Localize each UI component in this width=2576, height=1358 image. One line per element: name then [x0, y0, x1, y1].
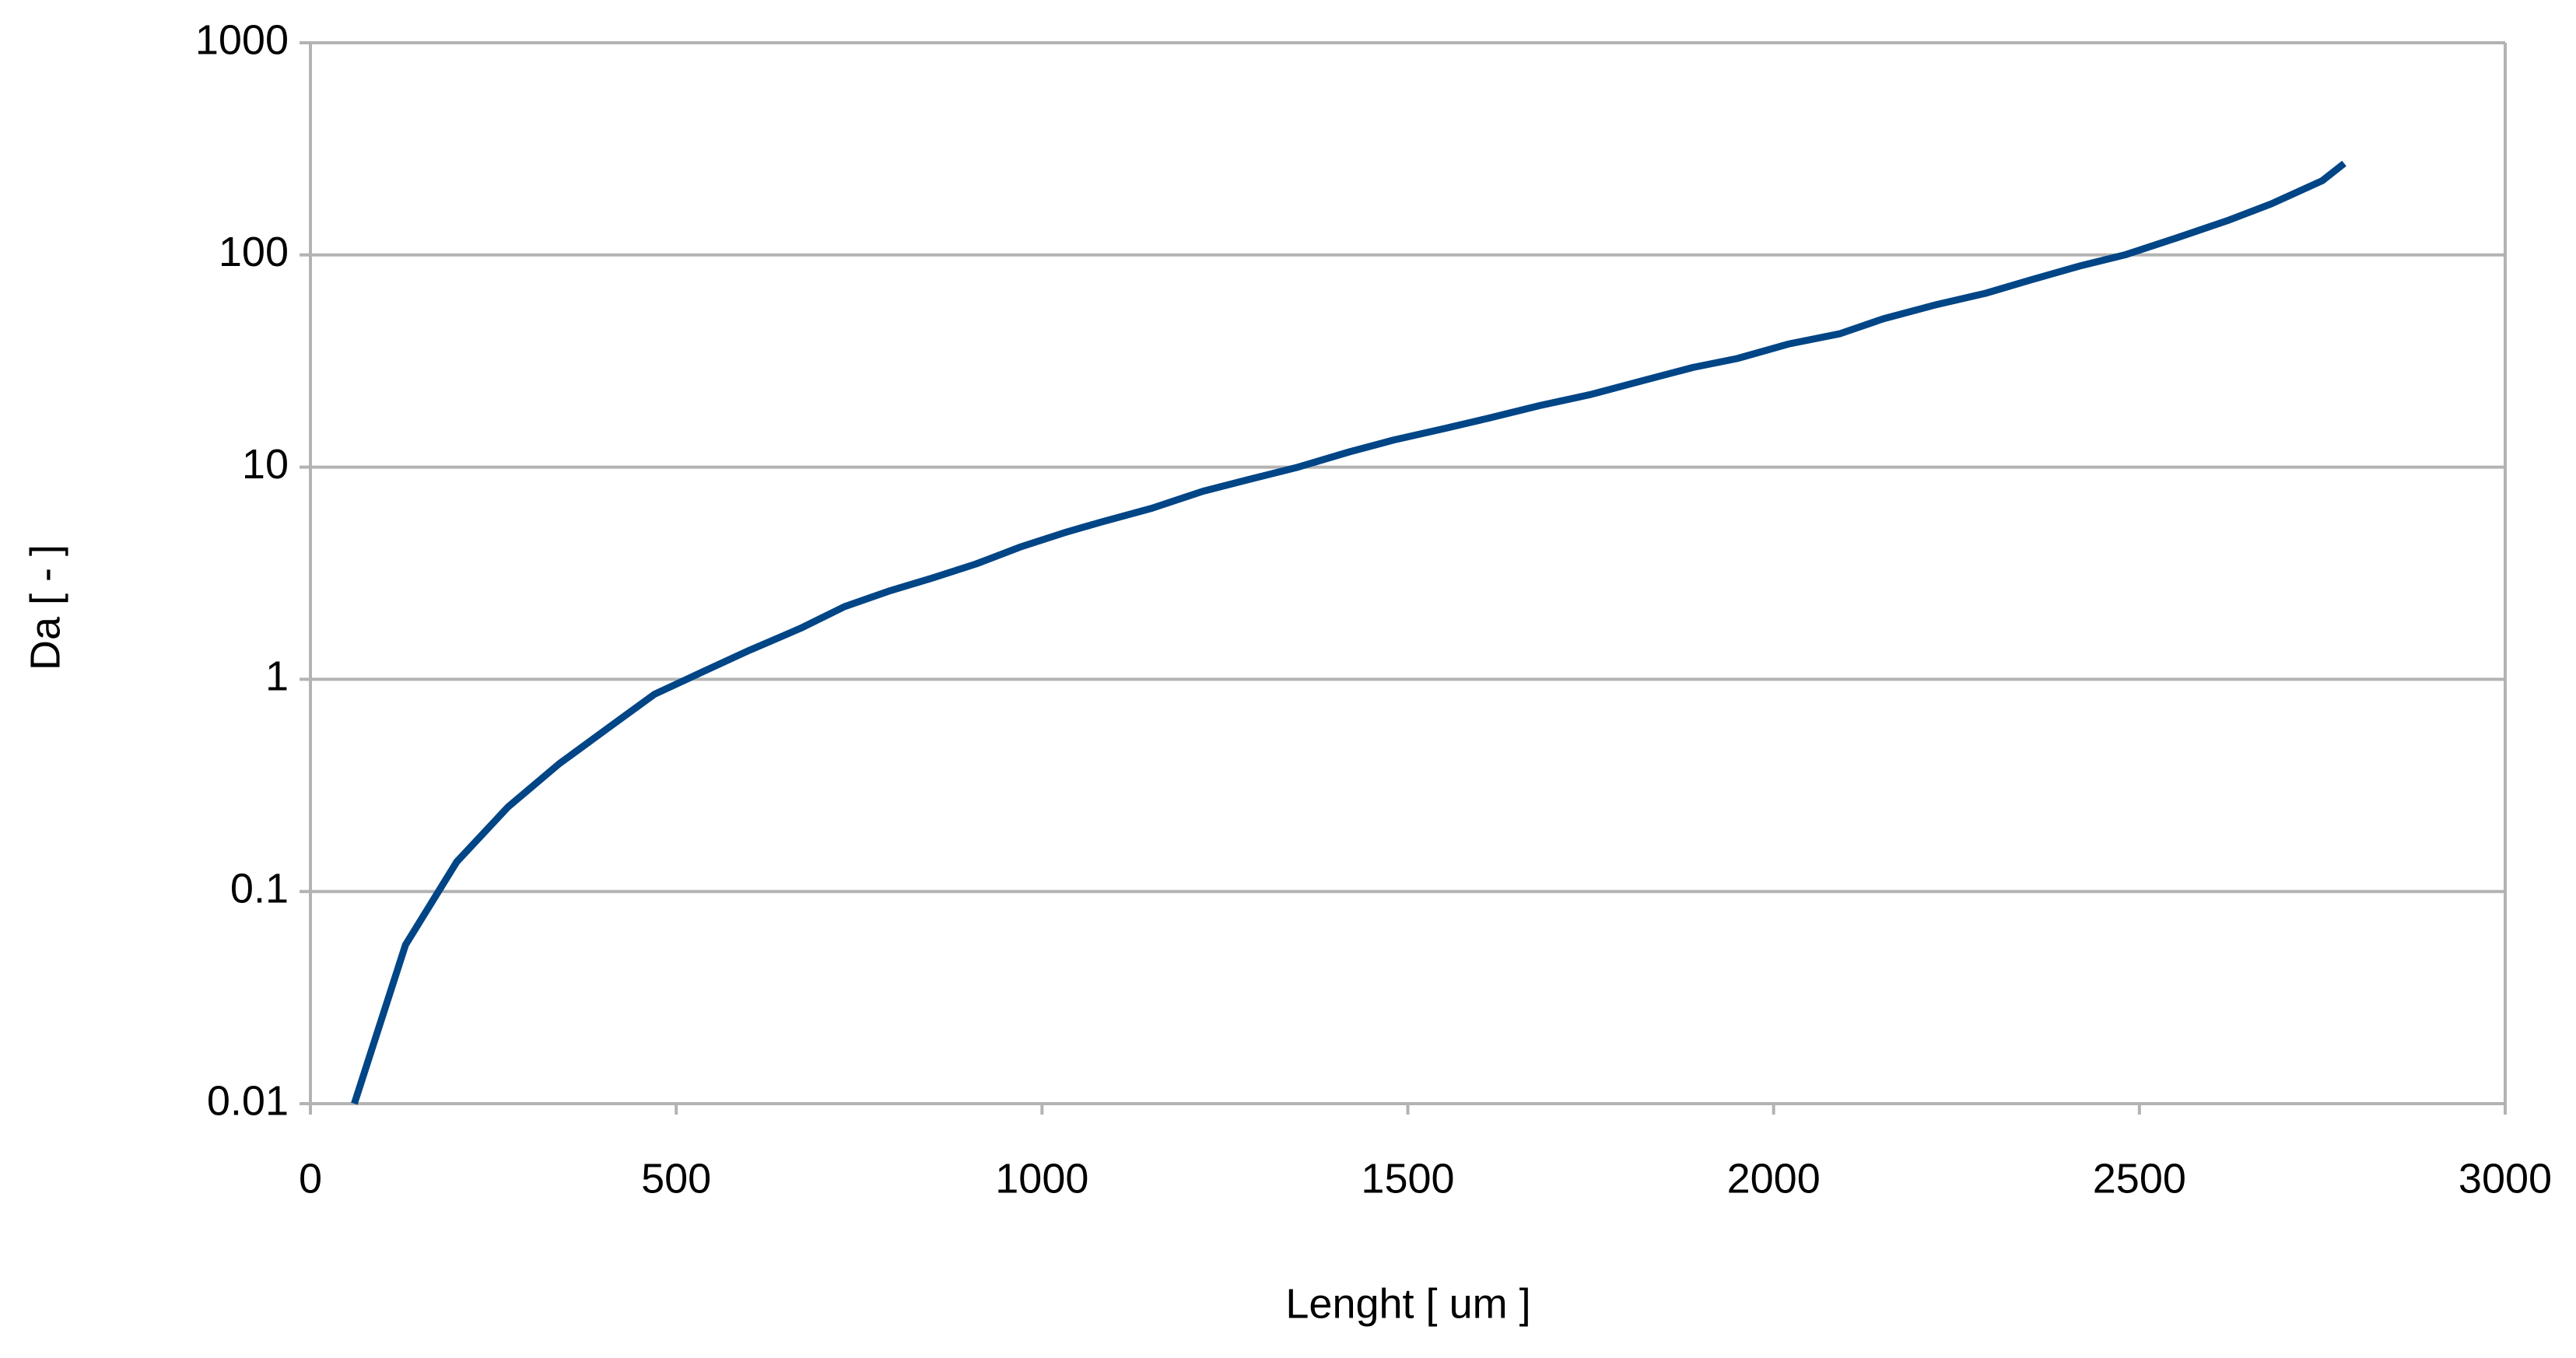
y-tick-label: 0.01: [207, 1077, 289, 1124]
x-tick-label: 500: [641, 1155, 711, 1202]
y-tick-label: 10: [242, 441, 289, 488]
y-axis-label: Da [ - ]: [22, 544, 68, 670]
data-line: [351, 160, 2346, 1105]
y-tick-label: 1000: [195, 16, 289, 63]
y-tick-label: 1: [265, 653, 289, 700]
x-axis-label: Lenght [ um ]: [1285, 1280, 1530, 1327]
x-tick-label: 0: [299, 1155, 322, 1202]
x-tick-label: 1500: [1361, 1155, 1454, 1202]
x-tick-label: 2500: [2093, 1155, 2186, 1202]
x-tick-label: 3000: [2459, 1155, 2552, 1202]
y-tick-label: 0.1: [230, 865, 289, 912]
x-tick-label: 1000: [995, 1155, 1088, 1202]
y-tick-label: 100: [219, 229, 289, 275]
x-tick-label: 2000: [1727, 1155, 1821, 1202]
